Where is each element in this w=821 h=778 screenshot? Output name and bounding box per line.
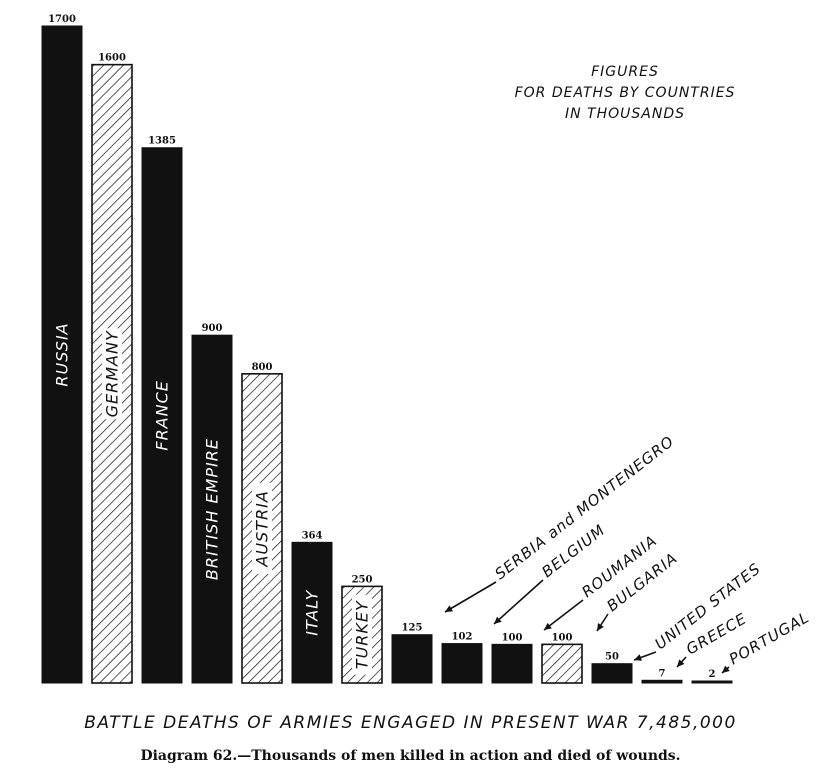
figures-note: FIGURES FOR DEATHS BY COUNTRIES IN THOUS… <box>460 62 790 125</box>
bar-label-british-empire: BRITISH EMPIRE <box>203 438 222 580</box>
bar-label-austria: AUSTRIA <box>253 490 272 567</box>
arrowhead-united-states <box>634 654 642 661</box>
note-line-3: IN THOUSANDS <box>460 104 790 125</box>
chart-title: BATTLE DEATHS OF ARMIES ENGAGED IN PRESE… <box>0 713 821 733</box>
value-label-italy: 364 <box>302 530 323 541</box>
value-label-belgium: 102 <box>452 632 473 643</box>
bar-bulgaria <box>542 644 582 683</box>
note-line-1: FIGURES <box>460 62 790 83</box>
bar-portugal <box>692 681 732 683</box>
value-label-united-states: 50 <box>605 652 619 663</box>
note-line-2: FOR DEATHS BY COUNTRIES <box>460 83 790 104</box>
value-label-austria: 800 <box>252 362 273 373</box>
value-label-bulgaria: 100 <box>552 632 573 643</box>
bar-united-states <box>592 664 632 683</box>
bar-belgium <box>442 644 482 683</box>
bar-label-russia: RUSSIA <box>53 322 72 386</box>
pointer-arrow-belgium <box>494 580 543 624</box>
bar-label-germany: GERMANY <box>103 330 122 417</box>
bar-label-italy: ITALY <box>303 589 322 635</box>
bar-greece <box>642 680 682 683</box>
value-label-russia: 1700 <box>48 14 76 25</box>
pointer-label-serbia-and-montenegro: SERBIA and MONTENEGRO <box>491 432 677 583</box>
bar-roumania <box>492 644 532 683</box>
diagram-caption: Diagram 62.—Thousands of men killed in a… <box>0 748 821 764</box>
pointer-arrow-roumania <box>544 600 583 630</box>
value-label-turkey: 250 <box>352 574 373 585</box>
bar-serbia-and-montenegro <box>392 635 432 683</box>
value-label-roumania: 100 <box>502 632 523 643</box>
bar-label-france: FRANCE <box>153 380 172 451</box>
value-label-serbia-and-montenegro: 125 <box>402 623 423 634</box>
value-label-british-empire: 900 <box>202 323 223 334</box>
value-label-france: 1385 <box>148 136 176 147</box>
bar-label-turkey: TURKEY <box>353 600 372 669</box>
pointer-arrow-serbia-and-montenegro <box>445 582 496 612</box>
value-label-germany: 1600 <box>98 53 126 64</box>
value-label-greece: 7 <box>659 668 666 679</box>
value-label-portugal: 2 <box>709 669 716 680</box>
